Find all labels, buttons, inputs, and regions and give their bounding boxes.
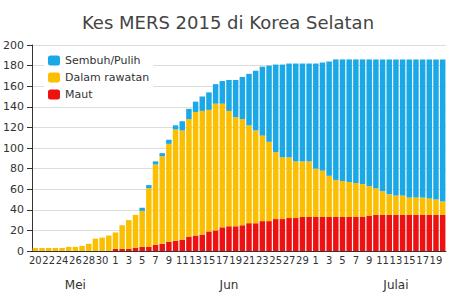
svg-text:100: 100 [3, 142, 24, 155]
svg-text:19: 19 [229, 255, 242, 266]
svg-text:7: 7 [152, 255, 158, 266]
svg-text:160: 160 [3, 80, 24, 93]
svg-text:Jun: Jun [219, 278, 239, 292]
svg-text:9: 9 [366, 255, 372, 266]
svg-text:22: 22 [42, 255, 55, 266]
svg-text:200: 200 [3, 39, 24, 52]
svg-text:Maut: Maut [65, 88, 93, 101]
svg-text:Sembuh/Pulih: Sembuh/Pulih [65, 54, 141, 67]
svg-text:21: 21 [243, 255, 256, 266]
svg-text:80: 80 [10, 162, 24, 175]
svg-text:5: 5 [139, 255, 145, 266]
svg-text:23: 23 [256, 255, 269, 266]
svg-text:120: 120 [3, 121, 24, 134]
svg-text:24: 24 [56, 255, 69, 266]
svg-text:11: 11 [176, 255, 189, 266]
svg-text:140: 140 [3, 100, 24, 113]
svg-text:Mei: Mei [65, 278, 86, 292]
svg-text:60: 60 [10, 183, 24, 196]
svg-text:15: 15 [203, 255, 216, 266]
svg-text:1: 1 [112, 255, 118, 266]
svg-text:3: 3 [326, 255, 332, 266]
svg-text:15: 15 [403, 255, 416, 266]
svg-text:11: 11 [376, 255, 389, 266]
svg-text:17: 17 [416, 255, 429, 266]
svg-text:180: 180 [3, 59, 24, 72]
svg-text:17: 17 [216, 255, 229, 266]
svg-text:28: 28 [82, 255, 95, 266]
svg-text:30: 30 [96, 255, 109, 266]
svg-text:13: 13 [390, 255, 403, 266]
svg-text:29: 29 [296, 255, 309, 266]
svg-text:40: 40 [10, 203, 24, 216]
svg-text:27: 27 [283, 255, 296, 266]
svg-text:0: 0 [17, 245, 24, 258]
svg-text:1: 1 [313, 255, 319, 266]
svg-text:13: 13 [189, 255, 202, 266]
svg-text:Kes MERS 2015 di Korea Selatan: Kes MERS 2015 di Korea Selatan [82, 12, 374, 33]
svg-text:20: 20 [29, 255, 42, 266]
svg-text:Julai: Julai [382, 278, 408, 292]
svg-text:5: 5 [339, 255, 345, 266]
svg-text:26: 26 [69, 255, 82, 266]
svg-text:19: 19 [430, 255, 443, 266]
svg-text:20: 20 [10, 224, 24, 237]
svg-text:7: 7 [353, 255, 359, 266]
svg-text:25: 25 [269, 255, 282, 266]
svg-text:3: 3 [126, 255, 132, 266]
svg-text:Dalam rawatan: Dalam rawatan [65, 71, 149, 84]
svg-text:9: 9 [166, 255, 172, 266]
